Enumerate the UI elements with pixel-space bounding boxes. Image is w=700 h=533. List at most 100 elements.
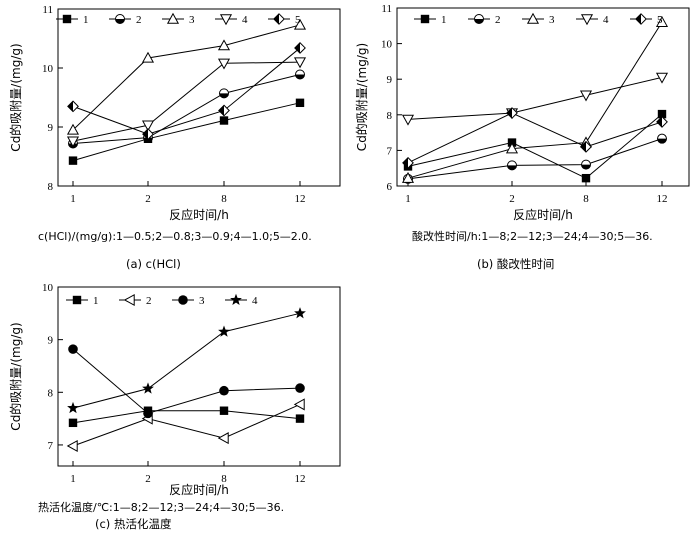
marker-fill [506,107,512,119]
data-point [143,408,153,419]
legend-marker [115,14,125,24]
legend-marker [635,13,647,25]
series-1 [68,98,305,165]
panel-caption: (b) 酸改性时间 [477,257,554,271]
legend-marker [219,14,233,26]
x-tick-label: 8 [583,193,589,205]
x-tick-label: 8 [221,193,227,205]
marker-fill [656,116,662,128]
marker-fill [115,19,125,24]
data-point [68,344,78,354]
series-2 [68,69,305,149]
y-tick-label: 8 [48,387,54,399]
data-point [68,156,78,165]
data-point [655,72,669,84]
series-line [72,410,301,424]
y-axis-label: Cd的吸附量/(mg/g) [8,322,23,430]
legend-label: 2 [495,14,501,26]
data-point [66,136,80,148]
data-point [219,406,229,415]
series-3 [66,18,307,135]
data-point [401,171,415,183]
x-axis-label: 反应时间/h [169,207,229,222]
legend-label: 2 [136,14,142,26]
x-tick-label: 12 [657,193,668,205]
data-point [218,325,230,337]
legend-marker [420,14,430,24]
marker-fill [474,19,484,24]
data-point [293,18,307,30]
legend-label: 4 [252,295,258,307]
marker-fill [219,93,229,98]
y-tick-label: 8 [387,110,393,122]
marker-fill [580,141,586,153]
plot-frame [57,8,341,187]
data-point [68,418,78,428]
plot-frame [57,286,341,467]
legend-label: 2 [146,295,152,307]
y-tick-label: 9 [48,335,54,347]
y-tick-label: 7 [48,440,54,452]
data-point [141,120,155,132]
legend-note: 酸改性时间/h:1—8;2—12;3—24;4—30;5—36. [412,229,653,243]
data-point [657,133,667,144]
data-point [218,104,230,117]
marker-fill [295,74,305,79]
legend-marker [474,14,484,24]
data-point [219,116,229,125]
y-tick-label: 11 [381,3,392,15]
data-point [581,173,591,183]
legend-label: 3 [199,295,205,307]
data-point [295,414,305,423]
data-point [141,51,155,63]
x-tick-label: 1 [70,193,76,205]
legend-entry-1: 1 [414,14,447,26]
data-point [294,307,306,319]
data-point [657,109,667,119]
x-tick-label: 1 [405,193,411,205]
legend-label: 1 [93,295,99,307]
series-line [407,138,663,180]
data-point [142,128,154,140]
y-tick-label: 9 [387,74,393,86]
series-line [72,47,301,135]
series-line [72,61,301,142]
series-4 [66,57,307,148]
data-point [217,58,231,70]
legend-entry-3: 3 [522,12,555,26]
series-4 [67,307,306,414]
series-5 [67,42,306,140]
legend-entry-4: 4 [215,14,248,26]
y-tick-label: 10 [42,63,54,75]
legend-entry-1: 1 [56,14,89,26]
data-point [293,398,305,411]
legend-label: 5 [295,14,301,26]
legend-entry-3: 3 [162,12,195,26]
series-line [72,312,301,409]
panel-caption: (c) 热活化温度 [95,517,172,531]
x-axis-label: 反应时间/h [513,207,573,222]
legend-entry-2: 2 [109,14,142,26]
legend-label: 3 [549,14,555,26]
series-line [72,403,301,447]
x-tick-label: 2 [145,473,151,485]
data-point [217,432,229,445]
series-1 [68,406,305,428]
y-axis-label: Cd的吸附量/(mg/g) [354,43,369,151]
series-line [407,113,663,179]
legend-entry-2: 2 [468,14,501,26]
data-point [66,439,78,453]
x-tick-label: 12 [295,473,306,485]
data-point [656,116,668,128]
data-point [295,98,305,108]
x-tick-label: 2 [509,193,515,205]
data-point [507,160,517,171]
legend-entry-4: 4 [225,293,258,307]
legend-entry-5: 5 [268,13,301,26]
marker-fill [67,101,73,112]
data-point [67,100,79,113]
series-line [407,21,663,179]
